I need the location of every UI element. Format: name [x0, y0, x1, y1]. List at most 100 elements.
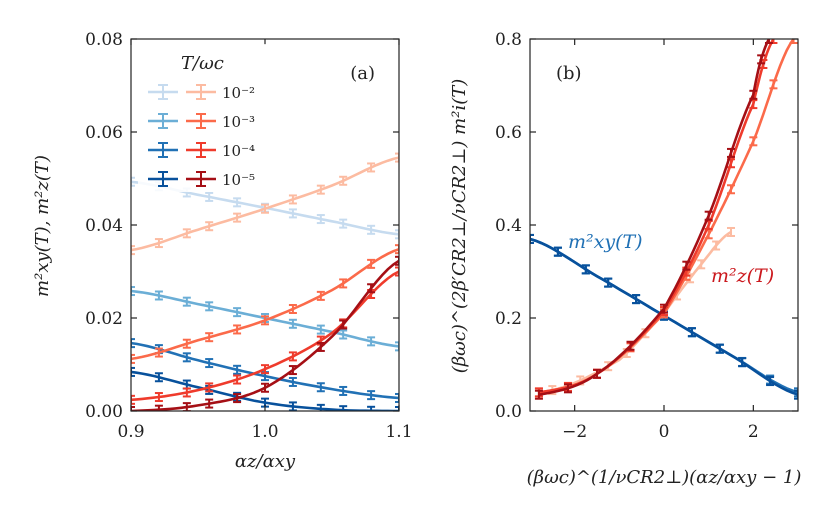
panel-b-errorbar — [727, 184, 735, 195]
legend-swatch — [186, 113, 216, 129]
panel-a-xtick-label: 1.0 — [251, 422, 278, 442]
panel-a-errorbar — [316, 341, 325, 352]
panel-a-errorbar — [288, 351, 297, 362]
panel-a-errorbar — [182, 387, 191, 398]
panel-a-errorbar — [367, 224, 376, 235]
panel-a-errorbar — [131, 394, 135, 405]
panel-b-frame — [529, 38, 799, 412]
panel-a-errorbar — [367, 283, 376, 294]
panel-a-ticks: 0.9 1.0 1.1 0.00 0.02 0.04 0.06 0.08 — [85, 30, 412, 442]
panel-a-ytick-label: 0.02 — [85, 309, 123, 329]
panel-a-errorbar — [316, 214, 325, 225]
panel-b-errorbar — [764, 39, 773, 44]
panel-a-errorbar — [395, 152, 399, 163]
panel-b-errorbar — [704, 210, 713, 221]
legend: T/ωc 10⁻² 10⁻³ 10⁻⁴ 10⁻⁵ — [138, 44, 278, 192]
panel-a-errorbar — [154, 372, 163, 383]
panel-a-errorbar — [233, 307, 242, 318]
legend-swatch — [186, 142, 216, 158]
legend-title: T/ωc — [181, 53, 224, 74]
panel-b-series-line — [538, 39, 775, 394]
panel-b: −2 0 2 0.0 0.2 0.4 0.6 0.8 (b) m²xy(T) m²z(T) (… — [449, 30, 801, 488]
panel-a-errorbar — [131, 338, 135, 349]
panel-b-errorbar — [534, 389, 543, 400]
panel-a-errorbar — [182, 338, 191, 349]
panel-b-ticks: −2 0 2 0.0 0.2 0.4 0.6 0.8 — [495, 30, 798, 442]
panel-a-errorbar — [154, 392, 163, 403]
panel-b-errorbar — [769, 79, 778, 90]
legend-swatch — [148, 113, 178, 129]
panel-a-errorbar — [288, 365, 297, 376]
panel-a-errorbar — [339, 218, 348, 229]
panel-a-xtick-label: 1.1 — [385, 422, 412, 442]
panel-a-errorbar — [154, 404, 163, 411]
panel-a-errorbar — [131, 176, 135, 187]
panel-a-errorbar — [154, 347, 163, 358]
panel-a-errorbar — [261, 203, 269, 214]
panel-a-errorbar — [261, 364, 269, 375]
panel-b-errorbar — [715, 343, 724, 354]
panel-b-errorbar — [712, 240, 721, 251]
panel-a-label: (a) — [350, 63, 375, 84]
panel-a-errorbar — [339, 319, 348, 330]
panel-a-errorbar — [288, 303, 297, 314]
panel-a-errorbar — [131, 245, 135, 256]
panel-a-series-group — [131, 152, 399, 411]
panel-a-errorbar — [131, 406, 135, 411]
panel-a-errorbar — [395, 244, 399, 255]
panel-b-xtick-label: −2 — [562, 422, 587, 442]
legend-entry-label: 10⁻² — [222, 84, 255, 102]
panel-a-errorbar — [233, 374, 242, 385]
panel-b-errorbar — [632, 294, 641, 305]
panel-a-errorbar — [288, 194, 297, 205]
legend-swatch — [148, 84, 178, 100]
panel-b-errorbar — [553, 246, 562, 257]
panel-b-errorbar — [749, 89, 758, 100]
panel-b-errorbar — [563, 383, 572, 394]
panel-a-errorbar — [182, 352, 191, 363]
panel-b-errorbar — [530, 233, 534, 244]
panel-b-errorbar — [727, 226, 735, 237]
panel-a-errorbar — [288, 376, 297, 387]
panel-a-errorbar — [131, 366, 135, 377]
panel-a-errorbar — [233, 197, 242, 208]
panel-b-errorbar — [687, 327, 696, 338]
panel-a-errorbar — [367, 258, 376, 269]
panel-a-errorbar — [316, 324, 325, 335]
panel-a-errorbar — [288, 208, 297, 219]
panel-a-errorbar — [339, 278, 348, 289]
panel-a-xlabel: αz/αxy — [235, 451, 296, 472]
legend-swatch — [148, 171, 178, 187]
panel-a-errorbar — [205, 301, 214, 312]
panel-a-errorbar — [131, 353, 135, 364]
panel-a-errorbar — [288, 318, 297, 329]
panel-a-errorbar — [154, 290, 163, 301]
panel-b-errorbar — [626, 340, 635, 351]
panel-b-xtick-label: 2 — [748, 422, 759, 442]
legend-box — [138, 44, 278, 192]
panel-a-errorbar — [316, 290, 325, 301]
panel-b-series-group — [530, 39, 798, 400]
legend-entry-label: 10⁻³ — [222, 113, 255, 131]
panel-b-errorbar — [593, 368, 601, 379]
panel-a-errorbar — [395, 229, 399, 240]
panel-a-data-layer — [131, 152, 399, 411]
panel-b-ytick-label: 0.8 — [495, 30, 522, 50]
panel-a-errorbar — [395, 406, 399, 411]
panel-a-errorbar — [233, 364, 242, 375]
legend-swatch — [148, 142, 178, 158]
panel-a-errorbar — [367, 336, 376, 347]
panel-a-errorbar — [395, 341, 399, 352]
panel-a-ytick-label: 0.08 — [85, 30, 123, 50]
panel-b-errorbar — [604, 277, 613, 288]
panel-b-errorbar — [697, 259, 706, 270]
panel-b-errorbar — [794, 387, 798, 398]
panel-b-errorbar — [789, 39, 798, 44]
panel-b-ytick-label: 0.4 — [495, 216, 522, 236]
panel-a-errorbar — [205, 358, 214, 369]
panel-b-errorbar — [757, 54, 766, 65]
panel-b-errorbar — [682, 260, 691, 271]
legend-entry-label: 10⁻⁵ — [222, 171, 255, 189]
panel-b-errorbar — [738, 357, 747, 368]
